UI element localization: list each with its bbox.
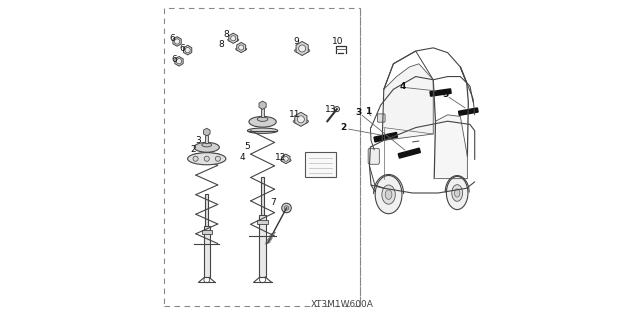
Polygon shape [458, 108, 478, 115]
Ellipse shape [188, 153, 226, 165]
Ellipse shape [293, 119, 308, 124]
Circle shape [284, 156, 288, 161]
Text: 6: 6 [170, 34, 175, 43]
Ellipse shape [382, 185, 396, 204]
Text: 13: 13 [325, 105, 337, 114]
Circle shape [216, 156, 220, 161]
Bar [204, 226, 210, 278]
Circle shape [230, 36, 236, 41]
Polygon shape [374, 132, 397, 142]
Bar [202, 230, 212, 234]
Ellipse shape [454, 189, 460, 197]
Text: 11: 11 [289, 110, 301, 119]
Bar [257, 220, 268, 224]
Ellipse shape [257, 117, 268, 121]
Text: 8: 8 [223, 30, 228, 39]
Circle shape [259, 277, 266, 283]
Ellipse shape [294, 48, 310, 53]
Ellipse shape [375, 175, 402, 214]
Ellipse shape [202, 143, 212, 147]
Ellipse shape [194, 142, 220, 152]
Bar [205, 135, 208, 143]
Text: 6: 6 [179, 44, 185, 53]
Ellipse shape [236, 47, 247, 51]
Circle shape [177, 59, 182, 64]
Circle shape [298, 116, 305, 123]
Text: 4: 4 [239, 153, 245, 162]
Bar [259, 215, 266, 277]
Circle shape [193, 156, 198, 161]
Polygon shape [384, 64, 433, 140]
Circle shape [299, 45, 306, 52]
Ellipse shape [280, 159, 291, 162]
Text: 2: 2 [340, 123, 346, 132]
Text: 1: 1 [365, 107, 371, 115]
Ellipse shape [452, 185, 463, 201]
Ellipse shape [385, 190, 392, 199]
Text: 3: 3 [195, 136, 201, 145]
Bar [261, 177, 264, 215]
Circle shape [204, 156, 209, 161]
Ellipse shape [228, 38, 239, 41]
Polygon shape [430, 89, 451, 96]
Text: 9: 9 [293, 37, 299, 46]
Text: 5: 5 [244, 142, 250, 151]
FancyBboxPatch shape [378, 114, 385, 122]
Text: 12: 12 [275, 153, 286, 162]
Polygon shape [435, 115, 467, 179]
Text: 2: 2 [190, 145, 196, 154]
Circle shape [282, 203, 291, 213]
Bar [164, 8, 360, 306]
Polygon shape [398, 148, 420, 158]
Ellipse shape [248, 128, 278, 133]
Text: 4: 4 [399, 82, 406, 91]
Ellipse shape [249, 116, 276, 127]
Text: 8: 8 [218, 40, 224, 49]
Text: 3: 3 [355, 108, 362, 117]
Text: 6: 6 [171, 56, 177, 64]
Bar [261, 108, 264, 117]
Circle shape [239, 45, 244, 50]
Circle shape [175, 39, 180, 44]
Text: 5: 5 [442, 90, 449, 99]
Ellipse shape [193, 153, 221, 158]
Circle shape [284, 206, 289, 210]
Text: 10: 10 [332, 37, 344, 46]
Bar [305, 152, 335, 177]
Circle shape [185, 48, 190, 53]
FancyBboxPatch shape [368, 148, 380, 164]
Bar [205, 194, 208, 226]
Ellipse shape [446, 176, 468, 210]
Text: XT3M1W600A: XT3M1W600A [311, 300, 374, 309]
Text: 7: 7 [271, 198, 276, 207]
Circle shape [204, 277, 210, 283]
